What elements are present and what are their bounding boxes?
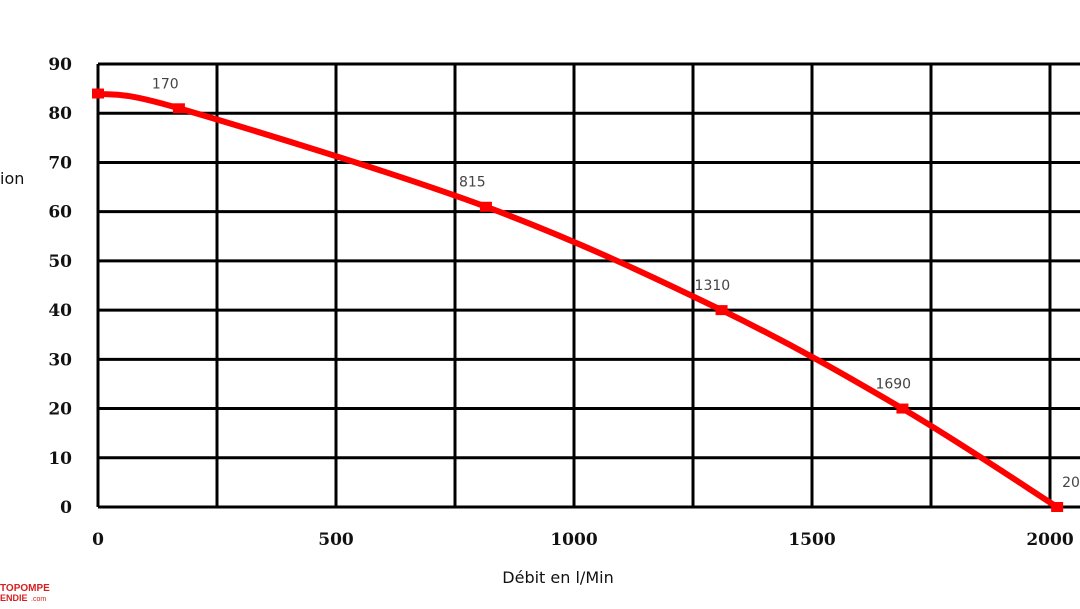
data-point xyxy=(1051,502,1064,512)
data-point xyxy=(715,305,728,316)
x-tick-label: 1000 xyxy=(550,530,597,550)
series-line xyxy=(95,90,1061,510)
x-tick-labels: 0 500 1000 1500 2000 xyxy=(92,530,1074,550)
data-markers xyxy=(92,88,1064,512)
x-tick-label: 0 xyxy=(92,530,104,550)
data-label: 201 xyxy=(1062,475,1080,491)
watermark-suffix: .com xyxy=(31,596,46,603)
y-tick-label: 30 xyxy=(48,350,72,370)
y-tick-label: 60 xyxy=(48,203,72,223)
y-tick-label: 0 xyxy=(60,498,72,518)
y-tick-labels: 0 10 20 30 40 50 60 70 80 90 xyxy=(48,55,72,518)
x-tick-label: 2000 xyxy=(1026,530,1073,550)
data-point xyxy=(92,88,104,99)
grid xyxy=(96,62,1080,509)
y-tick-label: 10 xyxy=(48,449,72,469)
data-label: 815 xyxy=(459,175,486,191)
watermark-line-1: TOPOMPE xyxy=(0,583,50,594)
x-tick-label: 500 xyxy=(318,530,354,550)
data-labels: 170 815 1310 1690 201 xyxy=(152,76,1080,491)
data-point xyxy=(896,403,909,414)
watermark-line-2: ENDIE xyxy=(0,593,28,603)
y-tick-label: 40 xyxy=(48,301,72,321)
watermark-logo: TOPOMPE ENDIE .com xyxy=(0,583,50,603)
y-tick-label: 70 xyxy=(48,153,72,173)
data-series xyxy=(95,90,1061,510)
y-axis-title: ion xyxy=(0,169,24,188)
data-label: 1310 xyxy=(695,278,731,294)
y-tick-label: 80 xyxy=(48,104,72,124)
data-point xyxy=(479,201,492,212)
y-tick-label: 50 xyxy=(48,252,72,272)
x-axis-title: Débit en l/Min xyxy=(502,568,613,587)
y-tick-label: 20 xyxy=(48,400,72,420)
data-point xyxy=(172,103,185,114)
data-label: 170 xyxy=(152,76,179,92)
y-tick-label: 90 xyxy=(48,55,72,75)
data-label: 1690 xyxy=(875,377,911,393)
x-tick-label: 1500 xyxy=(788,530,835,550)
